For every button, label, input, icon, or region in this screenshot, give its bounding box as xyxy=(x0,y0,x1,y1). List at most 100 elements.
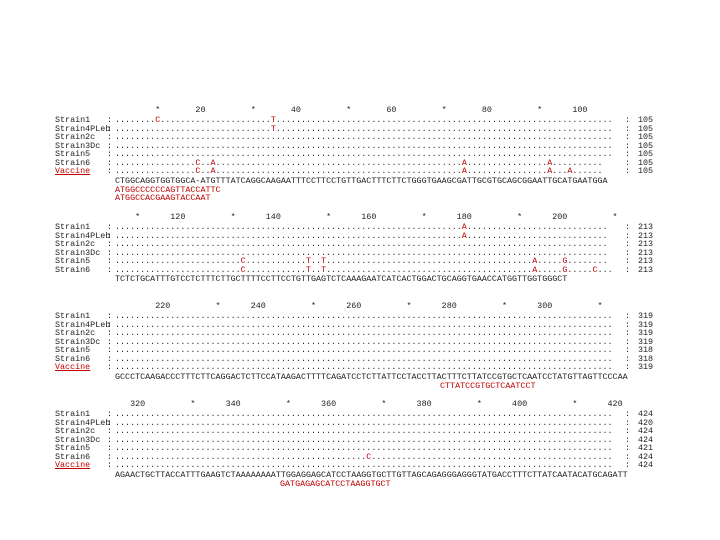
position-count: 319 xyxy=(638,319,654,330)
strain-name: Strain3Dc xyxy=(55,247,101,258)
position-count: 424 xyxy=(638,426,654,436)
separator: : xyxy=(625,451,631,462)
position-count: 105 xyxy=(638,132,654,142)
position-count: 105 xyxy=(638,115,654,125)
separator: : xyxy=(107,443,113,453)
strain-name: Vaccine xyxy=(55,166,91,176)
separator: : xyxy=(625,140,631,151)
separator: : xyxy=(625,132,631,142)
strain-name: Strain5 xyxy=(55,149,91,159)
sequence: ................C..A....................… xyxy=(115,166,603,176)
strain-name: Strain5 xyxy=(55,443,91,453)
separator: : xyxy=(625,311,631,321)
sequence: ................C..A....................… xyxy=(115,157,603,168)
strain-name: Strain3Dc xyxy=(55,434,101,445)
separator: : xyxy=(625,345,631,355)
separator: : xyxy=(107,460,113,470)
primer: GATGAGAGCATCCTAAGGTGCT xyxy=(280,478,391,489)
position-count: 319 xyxy=(638,311,654,321)
sequence: ........................................… xyxy=(115,140,613,151)
sequence: ........................................… xyxy=(115,230,608,241)
strain-name: Strain5 xyxy=(55,345,91,355)
separator: : xyxy=(625,256,631,266)
sequence: ........................................… xyxy=(115,247,608,258)
position-count: 213 xyxy=(638,239,654,249)
separator: : xyxy=(625,336,631,347)
ruler: * 120 * 140 * 160 * 180 * 200 * xyxy=(115,212,618,222)
sequence: ........................................… xyxy=(115,362,613,372)
separator: : xyxy=(107,247,113,258)
separator: : xyxy=(107,230,113,241)
sequence: ........................................… xyxy=(115,345,613,355)
separator: : xyxy=(625,247,631,258)
sequence: ........................................… xyxy=(115,319,613,330)
separator: : xyxy=(107,166,113,176)
separator: : xyxy=(107,362,113,372)
separator: : xyxy=(625,362,631,372)
separator: : xyxy=(107,256,113,266)
strain-name: Strain2c xyxy=(55,328,96,338)
strain-name: Strain6 xyxy=(55,353,91,364)
separator: : xyxy=(625,328,631,338)
sequence: ........................................… xyxy=(115,460,613,470)
strain-name: Strain4PLeb xyxy=(55,319,111,330)
sequence: ........................................… xyxy=(115,443,613,453)
position-count: 319 xyxy=(638,336,654,347)
separator: : xyxy=(107,264,113,275)
position-count: 424 xyxy=(638,451,654,462)
sequence: ........................................… xyxy=(115,353,613,364)
position-count: 319 xyxy=(638,328,654,338)
ruler: 220 * 240 * 260 * 280 * 300 * xyxy=(115,301,603,311)
separator: : xyxy=(625,222,631,232)
sequence: ........................................… xyxy=(115,451,613,462)
position-count: 213 xyxy=(638,230,654,241)
separator: : xyxy=(625,434,631,445)
position-count: 213 xyxy=(638,256,654,266)
separator: : xyxy=(107,345,113,355)
ruler: * 20 * 40 * 60 * 80 * 100 xyxy=(115,105,588,115)
strain-name: Strain4PLeb xyxy=(55,417,111,428)
position-count: 318 xyxy=(638,353,654,364)
primer: ATGGCCACGAAGTACCAAT xyxy=(115,193,211,203)
sequence: ........................................… xyxy=(115,132,613,142)
separator: : xyxy=(625,443,631,453)
strain-name: Strain6 xyxy=(55,157,91,168)
separator: : xyxy=(107,353,113,364)
position-count: 424 xyxy=(638,460,654,470)
primer: ATGGCCCCCCAGTTACCATTC xyxy=(115,184,221,195)
strain-name: Strain2c xyxy=(55,132,96,142)
strain-name: Vaccine xyxy=(55,460,91,470)
consensus: GCCCTCAAGACCCTTTCTTCAGGACTCTTCCATAAGACTT… xyxy=(115,371,628,382)
position-count: 424 xyxy=(638,409,654,419)
separator: : xyxy=(625,426,631,436)
position-count: 213 xyxy=(638,247,654,258)
strain-name: Strain1 xyxy=(55,115,91,125)
separator: : xyxy=(107,239,113,249)
primer: CTTATCCGTGCTCAATCCT xyxy=(440,380,536,391)
position-count: 105 xyxy=(638,149,654,159)
sequence: ........................................… xyxy=(115,149,613,159)
strain-name: Strain4PLeb xyxy=(55,123,111,134)
separator: : xyxy=(107,336,113,347)
position-count: 105 xyxy=(638,123,654,134)
sequence: ........................................… xyxy=(115,336,613,347)
separator: : xyxy=(107,115,113,125)
sequence: ........................................… xyxy=(115,311,613,321)
separator: : xyxy=(107,132,113,142)
strain-name: Strain2c xyxy=(55,426,96,436)
position-count: 105 xyxy=(638,157,654,168)
sequence: .........................C............T.… xyxy=(115,264,613,275)
separator: : xyxy=(107,222,113,232)
separator: : xyxy=(107,123,113,134)
separator: : xyxy=(625,157,631,168)
separator: : xyxy=(107,319,113,330)
sequence: ........................................… xyxy=(115,239,608,249)
separator: : xyxy=(625,460,631,470)
strain-name: Strain5 xyxy=(55,256,91,266)
position-count: 213 xyxy=(638,264,654,275)
ruler: 320 * 340 * 360 * 380 * 400 * 420 xyxy=(115,399,623,409)
sequence: ........................................… xyxy=(115,409,613,419)
separator: : xyxy=(625,264,631,275)
position-count: 105 xyxy=(638,140,654,151)
